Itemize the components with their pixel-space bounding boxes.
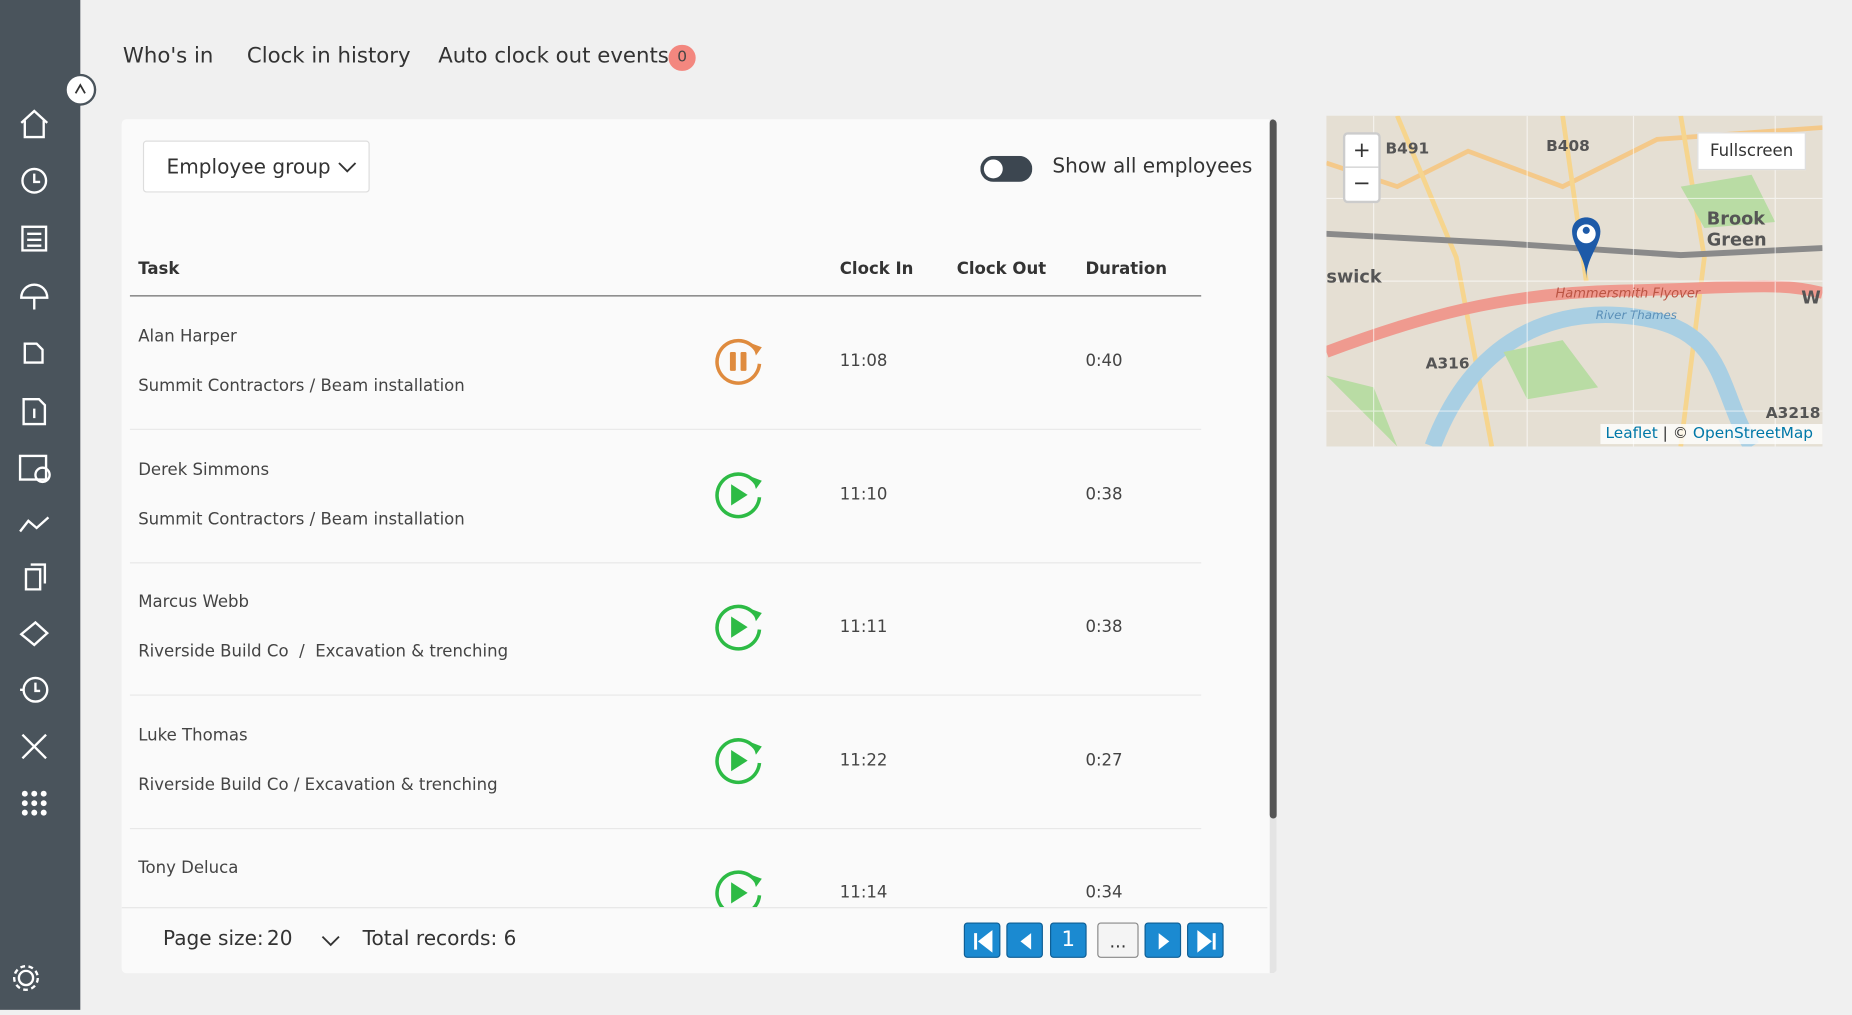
map-label: A316 [1425,355,1470,374]
toggle-label: Show all employees [1052,154,1253,179]
icon-home [20,109,49,139]
table-row[interactable]: Tony Deluca 11:14 0:34 [122,828,1268,908]
icon-hand [23,342,44,364]
zoom-control: + − [1342,132,1381,204]
link[interactable]: Leaflet [1605,425,1658,443]
card: Employee group Show all employees Task C… [121,119,1277,974]
status-icon-running[interactable] [711,468,765,522]
icon-news [21,225,48,252]
zoom-in[interactable]: + [1352,138,1371,163]
next-page[interactable] [1144,922,1182,958]
icon-clock [21,167,48,194]
row-rule [129,428,1202,430]
table-row[interactable]: Luke Thomas Riverside Build Co / Excavati… [122,695,1268,829]
duration: 0:40 [1085,351,1123,371]
map-label: B491 [1385,140,1430,159]
clock-in: 11:22 [839,750,888,770]
tab[interactable]: Auto clock out events [438,43,669,69]
clock-in: 11:10 [839,484,888,504]
scroll-thumb[interactable] [1269,119,1277,819]
last-page[interactable] [1187,922,1224,958]
chevron [338,162,357,173]
sidebar-icons [12,109,51,991]
map-label: Brook Green [1706,207,1767,251]
tab[interactable]: Clock in history [246,43,411,69]
duration: 0:27 [1085,750,1123,770]
fullscreen-button[interactable]: Fullscreen [1697,132,1806,171]
icon-apps [21,790,47,816]
toggle[interactable] [980,155,1033,182]
clock-in: 11:11 [839,617,888,637]
employee-name: Luke Thomas [138,725,248,745]
icon-handshake [19,620,50,647]
task: Riverside Build Co / Excavation & trench… [138,775,498,795]
dropdown-label: Employee group [166,155,331,180]
more-pages[interactable]: ... [1097,922,1139,958]
map-tiles [1326,115,1823,447]
icon-settings[interactable] [17,969,35,987]
row-rule [129,561,1202,563]
icon-chart [19,516,50,533]
page-size[interactable]: 20 [266,927,293,951]
table-row[interactable]: Alan Harper Summit Contractors / Beam ins… [122,296,1268,430]
clock-in: 11:08 [839,351,888,371]
status-icon-running[interactable] [711,734,765,788]
clock-in: 11:14 [839,883,888,903]
map-label: B408 [1546,138,1590,156]
page-size-label: Page size: [162,927,264,951]
attribution: Leaflet | © OpenStreetMap [1600,424,1823,445]
status-icon-running[interactable] [711,601,765,655]
prev-page[interactable] [1006,922,1043,958]
icon-tools [21,733,47,760]
duration: 0:38 [1085,617,1123,637]
employee-name: Alan Harper [138,327,237,347]
column-header: Clock In [839,259,914,279]
current-page[interactable]: 1 [1050,922,1087,958]
duration: 0:34 [1085,883,1123,903]
map-label: A3218 [1765,405,1821,423]
icon-umbrella [20,283,49,310]
first-page[interactable] [963,922,1001,958]
row-rule [129,694,1202,696]
icon-copy [24,563,47,591]
column-header: Duration [1085,259,1167,279]
sidebar [0,0,97,1010]
scrollbar [1269,119,1277,974]
status-icon-running[interactable] [711,867,765,908]
header-rule [129,295,1202,297]
column-header: Task [138,259,180,279]
map-label: W [1801,287,1821,309]
table-row[interactable]: Derek Simmons Summit Contractors / Beam i… [122,429,1268,563]
employee-name: Tony Deluca [138,858,239,878]
tab[interactable]: Who's in [122,43,214,69]
task: Riverside Build Co / Excavation & trench… [138,642,509,662]
employee-name: Marcus Webb [138,592,250,612]
map-label: River Thames [1595,309,1677,323]
total-records: Total records: 6 [362,927,517,951]
collapse-button[interactable] [64,73,97,106]
map[interactable]: B491 B408 Brook Green swick Hammersmith … [1326,115,1823,447]
employee-name: Derek Simmons [138,460,270,479]
duration: 0:38 [1085,484,1123,504]
column-header: Clock Out [956,259,1047,279]
icon-doc [22,398,47,426]
footer-rule [121,907,1268,909]
badge: 0 [668,44,696,71]
map-label: Hammersmith Flyover [1555,285,1701,302]
table-body: Alan Harper Summit Contractors / Beam ins… [122,296,1268,908]
map-label: swick [1326,265,1382,288]
dropdown[interactable]: Employee group [142,140,370,193]
status-icon-paused[interactable] [711,335,765,389]
zoom-out[interactable]: − [1345,166,1379,200]
table-row[interactable]: Marcus Webb Riverside Build Co / Excavati… [122,562,1268,696]
chevron[interactable] [320,934,341,948]
link[interactable]: OpenStreetMap [1692,425,1814,443]
task: Summit Contractors / Beam installation [138,376,465,396]
row-rule [129,827,1202,829]
task: Summit Contractors / Beam installation [138,509,465,529]
attribution-text: | © [1657,425,1693,443]
